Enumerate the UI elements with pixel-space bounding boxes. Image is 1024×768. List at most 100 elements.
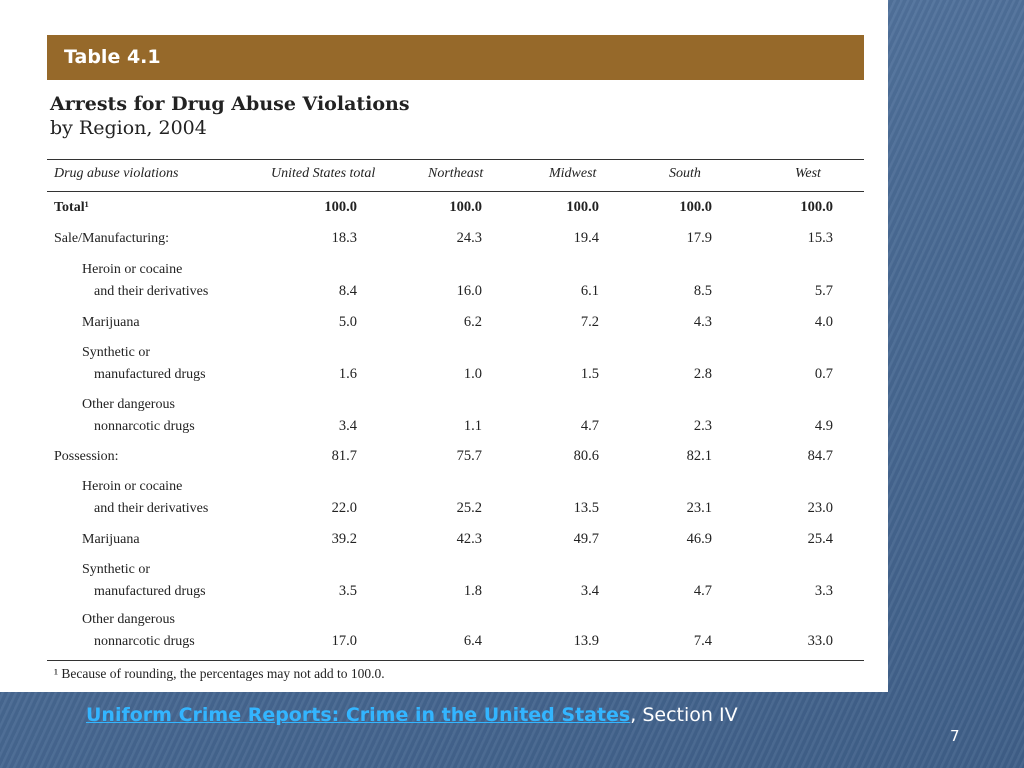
row-label: Sale/Manufacturing: — [54, 228, 169, 250]
cell-value: 100.0 — [566, 199, 599, 215]
row-label-line: Total¹ — [54, 200, 89, 215]
title-line-1: Arrests for Drug Abuse Violations — [50, 93, 410, 115]
row-label: Heroin or cocaine and their derivatives — [82, 476, 208, 520]
table-title: Arrests for Drug Abuse Violations by Reg… — [50, 92, 410, 140]
row-label: Possession: — [54, 446, 119, 468]
column-header-northeast: Northeast — [428, 166, 484, 181]
cell-value: 19.4 — [573, 230, 599, 246]
cell-value: 49.7 — [573, 531, 599, 547]
cell-value: 82.1 — [686, 448, 712, 464]
row-label-line: Other dangerous — [82, 397, 175, 412]
cell-value: 7.4 — [693, 633, 712, 649]
cell-value: 81.7 — [331, 448, 357, 464]
row-label-line: Marijuana — [82, 315, 140, 330]
cell-value: 4.3 — [693, 314, 712, 330]
table-panel: Table 4.1 Arrests for Drug Abuse Violati… — [0, 0, 888, 692]
cell-value: 2.8 — [693, 366, 712, 382]
row-label-line: Possession: — [54, 449, 119, 464]
row-label: Marijuana — [82, 312, 140, 334]
cell-value: 25.4 — [807, 531, 833, 547]
table-banner: Table 4.1 — [47, 35, 864, 80]
cell-value: 42.3 — [456, 531, 482, 547]
column-header-midwest: Midwest — [549, 166, 597, 181]
column-header-south: South — [669, 166, 701, 181]
cell-value: 23.0 — [807, 500, 833, 516]
row-label-line: manufactured drugs — [94, 367, 206, 382]
row-label-line: manufactured drugs — [94, 584, 206, 599]
cell-value: 5.7 — [814, 283, 833, 299]
row-label-line: and their derivatives — [94, 284, 209, 299]
cell-value: 13.5 — [573, 500, 599, 516]
row-label-line: nonnarcotic drugs — [94, 419, 195, 434]
cell-value: 100.0 — [800, 199, 833, 215]
cell-value: 4.9 — [814, 418, 833, 434]
cell-value: 3.4 — [580, 583, 599, 599]
cell-value: 3.3 — [814, 583, 833, 599]
cell-value: 1.6 — [338, 366, 357, 382]
cell-value: 6.1 — [580, 283, 599, 299]
header-top-rule — [47, 159, 864, 160]
row-label-line: nonnarcotic drugs — [94, 634, 195, 649]
row-label: Other dangerous nonnarcotic drugs — [82, 394, 195, 438]
row-label-line: Heroin or cocaine — [82, 479, 183, 494]
row-label: Synthetic or manufactured drugs — [82, 559, 206, 603]
cell-value: 6.4 — [463, 633, 482, 649]
row-label-line: Marijuana — [82, 532, 140, 547]
column-header-violations: Drug abuse violations — [54, 166, 179, 181]
row-label-line: and their derivatives — [94, 501, 209, 516]
cell-value: 17.0 — [331, 633, 357, 649]
source-section: , Section IV — [630, 704, 738, 726]
cell-value: 22.0 — [331, 500, 357, 516]
row-label: Total¹ — [54, 197, 89, 219]
column-header-us-total: United States total — [271, 166, 376, 181]
cell-value: 25.2 — [456, 500, 482, 516]
row-label: Marijuana — [82, 529, 140, 551]
cell-value: 100.0 — [449, 199, 482, 215]
cell-value: 100.0 — [679, 199, 712, 215]
table-bottom-rule — [47, 660, 864, 661]
row-label: Other dangerous nonnarcotic drugs — [82, 609, 195, 653]
cell-value: 3.4 — [338, 418, 357, 434]
cell-value: 2.3 — [693, 418, 712, 434]
cell-value: 13.9 — [573, 633, 599, 649]
cell-value: 3.5 — [338, 583, 357, 599]
footnote: ¹ Because of rounding, the percentages m… — [54, 666, 385, 681]
cell-value: 46.9 — [686, 531, 712, 547]
row-label: Synthetic or manufactured drugs — [82, 342, 206, 386]
cell-value: 15.3 — [807, 230, 833, 246]
row-label: Heroin or cocaine and their derivatives — [82, 259, 208, 303]
title-line-2: by Region, 2004 — [50, 117, 207, 139]
cell-value: 23.1 — [686, 500, 712, 516]
cell-value: 7.2 — [580, 314, 599, 330]
cell-value: 1.8 — [463, 583, 482, 599]
row-label-line: Synthetic or — [82, 345, 151, 360]
cell-value: 1.0 — [463, 366, 482, 382]
source-citation: Uniform Crime Reports: Crime in the Unit… — [86, 704, 738, 726]
cell-value: 16.0 — [456, 283, 482, 299]
cell-value: 1.1 — [463, 418, 482, 434]
header-bottom-rule — [47, 191, 864, 192]
cell-value: 39.2 — [331, 531, 357, 547]
cell-value: 24.3 — [456, 230, 482, 246]
cell-value: 8.4 — [338, 283, 357, 299]
row-label-line: Synthetic or — [82, 562, 151, 577]
cell-value: 33.0 — [807, 633, 833, 649]
row-label-line: Other dangerous — [82, 612, 175, 627]
cell-value: 80.6 — [573, 448, 599, 464]
row-label-line: Sale/Manufacturing: — [54, 231, 170, 246]
source-link[interactable]: Uniform Crime Reports: Crime in the Unit… — [86, 704, 631, 726]
cell-value: 4.0 — [814, 314, 833, 330]
cell-value: 0.7 — [814, 366, 833, 382]
cell-value: 100.0 — [324, 199, 357, 215]
cell-value: 1.5 — [580, 366, 599, 382]
cell-value: 75.7 — [456, 448, 482, 464]
cell-value: 84.7 — [807, 448, 833, 464]
cell-value: 4.7 — [580, 418, 599, 434]
cell-value: 17.9 — [686, 230, 712, 246]
page-number: 7 — [950, 727, 960, 745]
table-label: Table 4.1 — [64, 46, 161, 68]
cell-value: 18.3 — [331, 230, 357, 246]
row-label-line: Heroin or cocaine — [82, 262, 183, 277]
cell-value: 6.2 — [463, 314, 482, 330]
cell-value: 8.5 — [693, 283, 712, 299]
